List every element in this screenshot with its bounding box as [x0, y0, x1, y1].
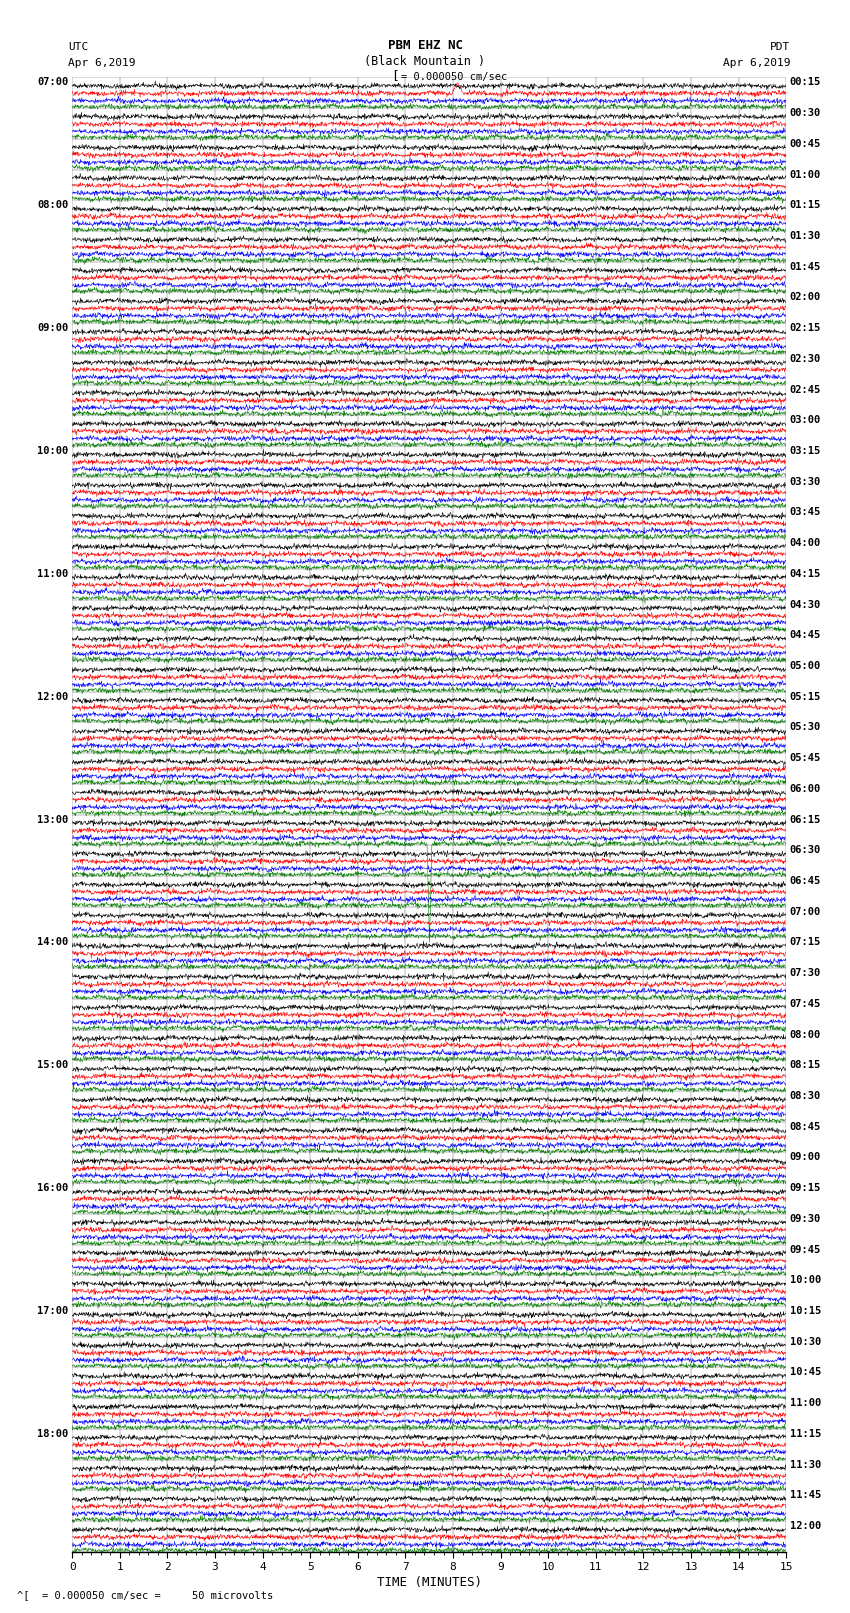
- Text: 05:30: 05:30: [790, 723, 821, 732]
- Text: 13:00: 13:00: [37, 815, 69, 824]
- Text: 02:00: 02:00: [790, 292, 821, 302]
- Text: 04:15: 04:15: [790, 569, 821, 579]
- Text: 12:00: 12:00: [37, 692, 69, 702]
- Text: Apr 6,2019: Apr 6,2019: [723, 58, 791, 68]
- Text: 07:45: 07:45: [790, 998, 821, 1008]
- Text: 07:00: 07:00: [790, 907, 821, 916]
- Text: 16:00: 16:00: [37, 1184, 69, 1194]
- Text: 09:00: 09:00: [37, 323, 69, 334]
- Text: 01:30: 01:30: [790, 231, 821, 240]
- Text: 10:00: 10:00: [37, 447, 69, 456]
- Text: 14:00: 14:00: [37, 937, 69, 947]
- Text: 03:30: 03:30: [790, 477, 821, 487]
- Text: 04:00: 04:00: [790, 539, 821, 548]
- Text: 08:45: 08:45: [790, 1121, 821, 1132]
- Text: 09:00: 09:00: [790, 1152, 821, 1163]
- Text: PBM EHZ NC: PBM EHZ NC: [388, 39, 462, 52]
- Text: 18:00: 18:00: [37, 1429, 69, 1439]
- Text: 07:30: 07:30: [790, 968, 821, 977]
- Text: 09:15: 09:15: [790, 1184, 821, 1194]
- Text: 08:15: 08:15: [790, 1060, 821, 1071]
- Text: 03:00: 03:00: [790, 415, 821, 426]
- Text: 10:00: 10:00: [790, 1276, 821, 1286]
- Text: 09:30: 09:30: [790, 1215, 821, 1224]
- Text: 10:15: 10:15: [790, 1307, 821, 1316]
- Text: 07:00: 07:00: [37, 77, 69, 87]
- Text: [: [: [392, 69, 399, 82]
- X-axis label: TIME (MINUTES): TIME (MINUTES): [377, 1576, 482, 1589]
- Text: 04:45: 04:45: [790, 631, 821, 640]
- Text: 15:00: 15:00: [37, 1060, 69, 1071]
- Text: 12:00: 12:00: [790, 1521, 821, 1531]
- Text: 02:30: 02:30: [790, 353, 821, 365]
- Text: 06:45: 06:45: [790, 876, 821, 886]
- Text: (Black Mountain ): (Black Mountain ): [365, 55, 485, 68]
- Text: 00:15: 00:15: [790, 77, 821, 87]
- Text: = 0.000050 cm/sec: = 0.000050 cm/sec: [401, 73, 507, 82]
- Text: 06:30: 06:30: [790, 845, 821, 855]
- Text: 08:30: 08:30: [790, 1090, 821, 1102]
- Text: 08:00: 08:00: [790, 1029, 821, 1039]
- Text: 17:00: 17:00: [37, 1307, 69, 1316]
- Text: 05:15: 05:15: [790, 692, 821, 702]
- Text: 01:00: 01:00: [790, 169, 821, 179]
- Text: 06:15: 06:15: [790, 815, 821, 824]
- Text: 09:45: 09:45: [790, 1245, 821, 1255]
- Text: 01:15: 01:15: [790, 200, 821, 210]
- Text: 11:45: 11:45: [790, 1490, 821, 1500]
- Text: 10:30: 10:30: [790, 1337, 821, 1347]
- Text: 01:45: 01:45: [790, 261, 821, 271]
- Text: UTC: UTC: [68, 42, 88, 52]
- Text: 03:45: 03:45: [790, 508, 821, 518]
- Text: 02:15: 02:15: [790, 323, 821, 334]
- Text: PDT: PDT: [770, 42, 790, 52]
- Text: 11:15: 11:15: [790, 1429, 821, 1439]
- Text: 11:00: 11:00: [790, 1398, 821, 1408]
- Text: 10:45: 10:45: [790, 1368, 821, 1378]
- Text: 00:45: 00:45: [790, 139, 821, 148]
- Text: 00:30: 00:30: [790, 108, 821, 118]
- Text: 11:00: 11:00: [37, 569, 69, 579]
- Text: 04:30: 04:30: [790, 600, 821, 610]
- Text: 11:30: 11:30: [790, 1460, 821, 1469]
- Text: 05:45: 05:45: [790, 753, 821, 763]
- Text: 02:45: 02:45: [790, 384, 821, 395]
- Text: 05:00: 05:00: [790, 661, 821, 671]
- Text: 07:15: 07:15: [790, 937, 821, 947]
- Text: ^[  = 0.000050 cm/sec =     50 microvolts: ^[ = 0.000050 cm/sec = 50 microvolts: [17, 1590, 273, 1600]
- Text: 06:00: 06:00: [790, 784, 821, 794]
- Text: 03:15: 03:15: [790, 447, 821, 456]
- Text: Apr 6,2019: Apr 6,2019: [68, 58, 135, 68]
- Text: 08:00: 08:00: [37, 200, 69, 210]
